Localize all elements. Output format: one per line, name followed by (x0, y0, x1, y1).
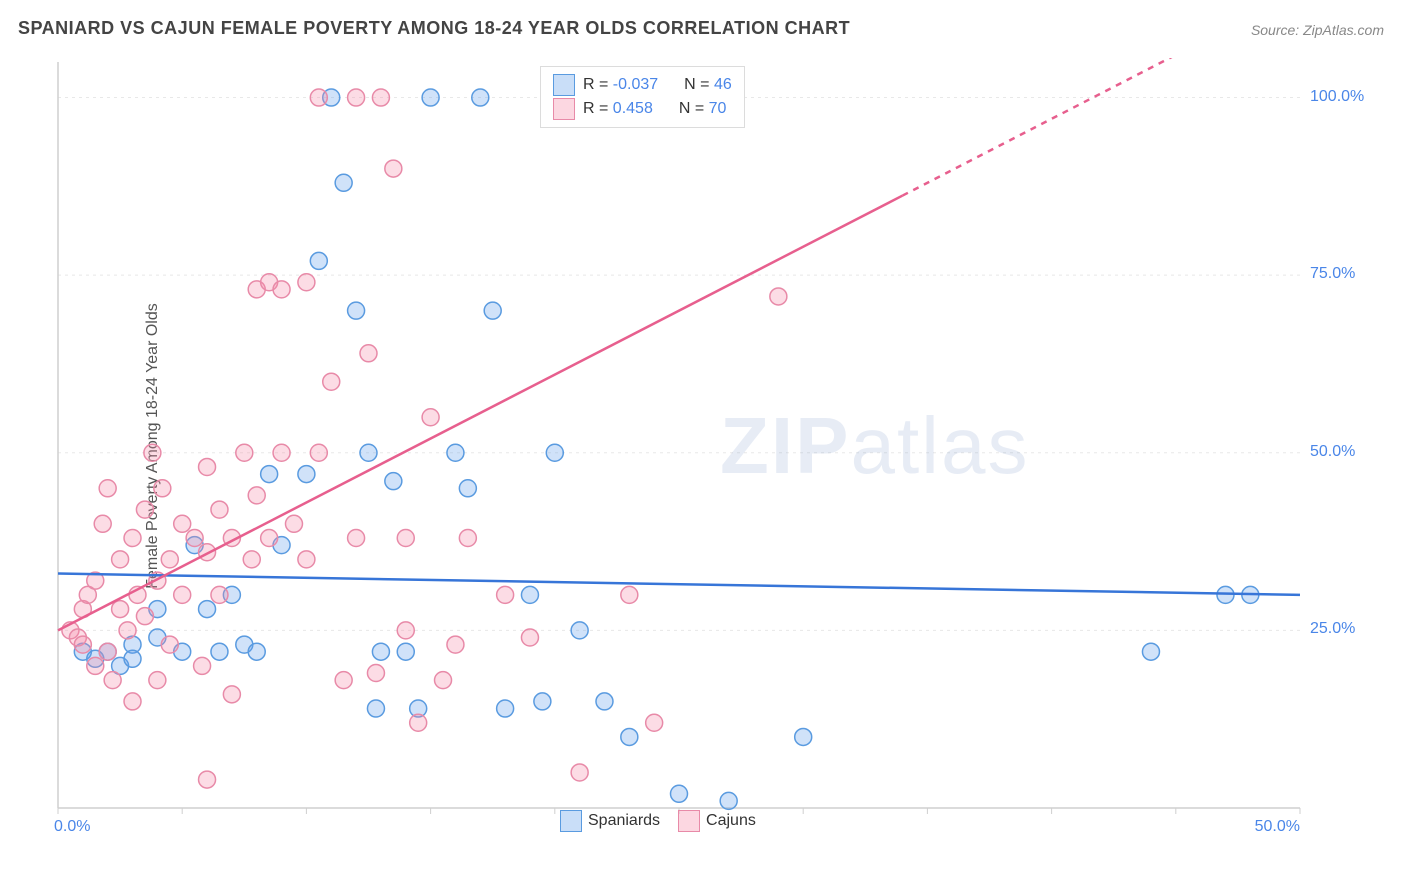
y-tick-label: 75.0% (1310, 265, 1355, 283)
y-tick-label: 25.0% (1310, 620, 1355, 638)
legend-r: R = 0.458 (583, 97, 653, 121)
correlation-legend: R = -0.037 N = 46 R = 0.458 N = 70 (540, 66, 745, 128)
correlation-legend-row: R = -0.037 N = 46 (553, 73, 732, 97)
series-legend: Spaniards Cajuns (560, 810, 756, 832)
legend-swatch (553, 98, 575, 120)
legend-swatch (553, 74, 575, 96)
chart-title: SPANIARD VS CAJUN FEMALE POVERTY AMONG 1… (18, 18, 850, 39)
x-tick-label: 50.0% (1255, 818, 1300, 836)
y-tick-label: 50.0% (1310, 443, 1355, 461)
y-tick-label: 100.0% (1310, 88, 1364, 106)
source-label: Source: ZipAtlas.com (1251, 22, 1384, 38)
scatter-chart (50, 58, 1380, 848)
series-legend-label: Cajuns (706, 812, 756, 830)
legend-n: N = 70 (679, 97, 727, 121)
legend-n: N = 46 (684, 73, 732, 97)
series-legend-item: Cajuns (678, 810, 756, 832)
series-legend-item: Spaniards (560, 810, 660, 832)
plot-area: ZIPatlas R = -0.037N = 46R = 0.458N = 70… (50, 58, 1380, 848)
legend-r: R = -0.037 (583, 73, 658, 97)
x-tick-label: 0.0% (54, 818, 90, 836)
legend-swatch (678, 810, 700, 832)
correlation-legend-row: R = 0.458 N = 70 (553, 97, 732, 121)
series-legend-label: Spaniards (588, 812, 660, 830)
legend-swatch (560, 810, 582, 832)
